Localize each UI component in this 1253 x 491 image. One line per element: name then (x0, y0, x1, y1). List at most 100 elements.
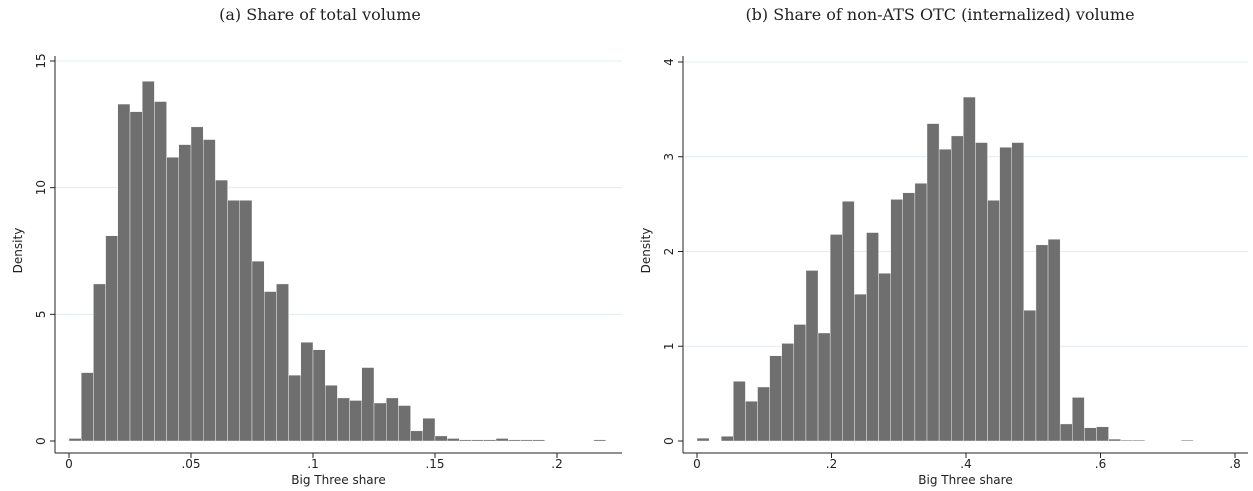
bar (215, 179, 228, 442)
bar (264, 291, 277, 442)
x-tick-label: .15 (425, 457, 444, 471)
bar (1035, 244, 1049, 442)
x-tick-label: .4 (960, 457, 971, 471)
bar (166, 157, 180, 442)
bar (532, 439, 545, 442)
chart-title: (b) Share of non-ATS OTC (internalized) … (745, 5, 1134, 24)
bar (447, 438, 460, 442)
bar (999, 147, 1012, 442)
bar (1047, 238, 1061, 442)
y-tick-label: 2 (662, 248, 676, 256)
bar (926, 123, 940, 442)
bar (508, 439, 521, 442)
bar (154, 101, 167, 442)
bar (938, 148, 952, 442)
chart-title: (a) Share of total volume (219, 5, 421, 24)
y-tick-label: 15 (34, 53, 48, 68)
bar (422, 418, 436, 442)
x-tick-label: .6 (1095, 457, 1106, 471)
bar (398, 405, 411, 442)
y-tick-label: 5 (34, 311, 48, 319)
bar (483, 439, 497, 442)
bar (459, 439, 472, 442)
bar (963, 96, 976, 442)
bar (141, 81, 155, 442)
bar (1072, 397, 1085, 442)
bar (829, 234, 843, 442)
y-tick-label: 4 (662, 58, 676, 66)
bar (80, 372, 94, 442)
y-tick-label: 0 (34, 437, 48, 445)
bar (190, 126, 204, 442)
bar (1120, 439, 1133, 442)
bar (520, 439, 533, 442)
bar (951, 135, 964, 442)
x-axis-label: Big Three share (291, 473, 385, 487)
bar (842, 201, 855, 442)
bar (386, 397, 399, 442)
bar (325, 385, 338, 442)
bar (471, 439, 485, 442)
bar (300, 342, 314, 442)
bar (410, 430, 424, 442)
bar (495, 438, 509, 442)
bar (1084, 427, 1097, 442)
y-tick-label: 10 (34, 180, 48, 195)
x-tick-label: .2 (826, 457, 837, 471)
bar (1059, 423, 1073, 442)
bar (866, 232, 879, 442)
bar (696, 437, 710, 442)
bar (93, 283, 106, 442)
bar (733, 381, 746, 442)
bar (373, 402, 387, 442)
bar (117, 103, 131, 442)
bar (793, 324, 807, 442)
x-tick-label: 0 (693, 457, 701, 471)
bar (1132, 439, 1146, 442)
bar (987, 200, 1000, 442)
bar (312, 349, 326, 442)
bar (434, 435, 448, 442)
bar (349, 400, 363, 442)
bar (239, 200, 253, 442)
bar (805, 270, 819, 442)
bar (721, 436, 734, 442)
y-axis-label: Density (639, 228, 653, 274)
bar (1180, 439, 1194, 442)
bar (105, 235, 118, 442)
y-tick-label: 1 (662, 342, 676, 350)
x-tick-label: .8 (1229, 457, 1240, 471)
bar (129, 111, 143, 442)
bar (1023, 310, 1037, 442)
bar (745, 401, 758, 442)
bar (276, 283, 289, 442)
x-tick-label: .2 (551, 457, 562, 471)
x-tick-label: 0 (65, 457, 73, 471)
bar (202, 139, 216, 442)
bar (890, 199, 903, 442)
y-tick-label: 3 (662, 153, 676, 161)
bar (68, 438, 82, 442)
bar (1108, 438, 1121, 442)
bar (878, 273, 891, 442)
bar (902, 192, 916, 442)
y-axis-label: Density (11, 228, 25, 274)
bar (781, 343, 795, 442)
x-tick-label: .1 (307, 457, 318, 471)
bar (337, 397, 350, 442)
bar (251, 260, 265, 442)
bar (288, 374, 302, 442)
bar (178, 144, 192, 442)
bar (854, 293, 867, 442)
x-axis-label: Big Three share (918, 473, 1012, 487)
bar (1011, 142, 1025, 442)
bar (757, 386, 770, 442)
bar (1096, 426, 1109, 442)
bar (914, 183, 928, 442)
bar (593, 439, 606, 442)
bar (817, 332, 831, 442)
bar (769, 355, 782, 442)
bar (361, 367, 375, 442)
y-tick-label: 0 (662, 437, 676, 445)
